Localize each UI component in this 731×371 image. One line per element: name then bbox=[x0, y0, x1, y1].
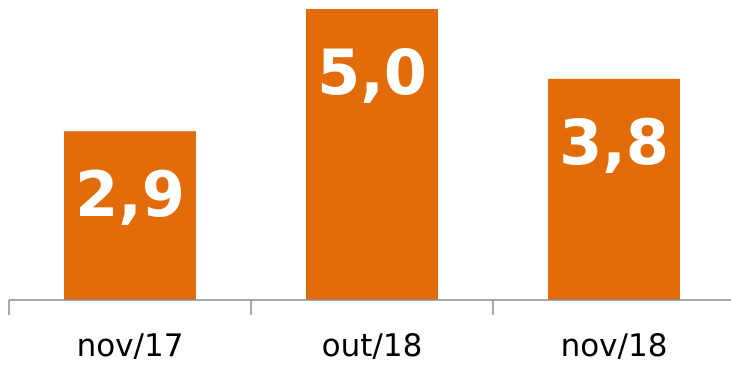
bar-value-label: 5,0 bbox=[317, 36, 427, 109]
bar bbox=[64, 131, 196, 300]
bar-value-label: 2,9 bbox=[75, 158, 185, 231]
x-tick-label: nov/18 bbox=[561, 328, 668, 364]
x-axis-ticks bbox=[8, 300, 494, 315]
x-axis-tick-labels: nov/17 out/18 nov/18 bbox=[77, 328, 668, 364]
bar bbox=[306, 9, 438, 300]
x-tick-label: nov/17 bbox=[77, 328, 184, 364]
bar-value-label: 3,8 bbox=[559, 106, 669, 179]
x-tick-label: out/18 bbox=[322, 328, 423, 364]
bars-group: 2,9 5,0 3,8 bbox=[64, 9, 680, 300]
bar bbox=[548, 78, 680, 300]
